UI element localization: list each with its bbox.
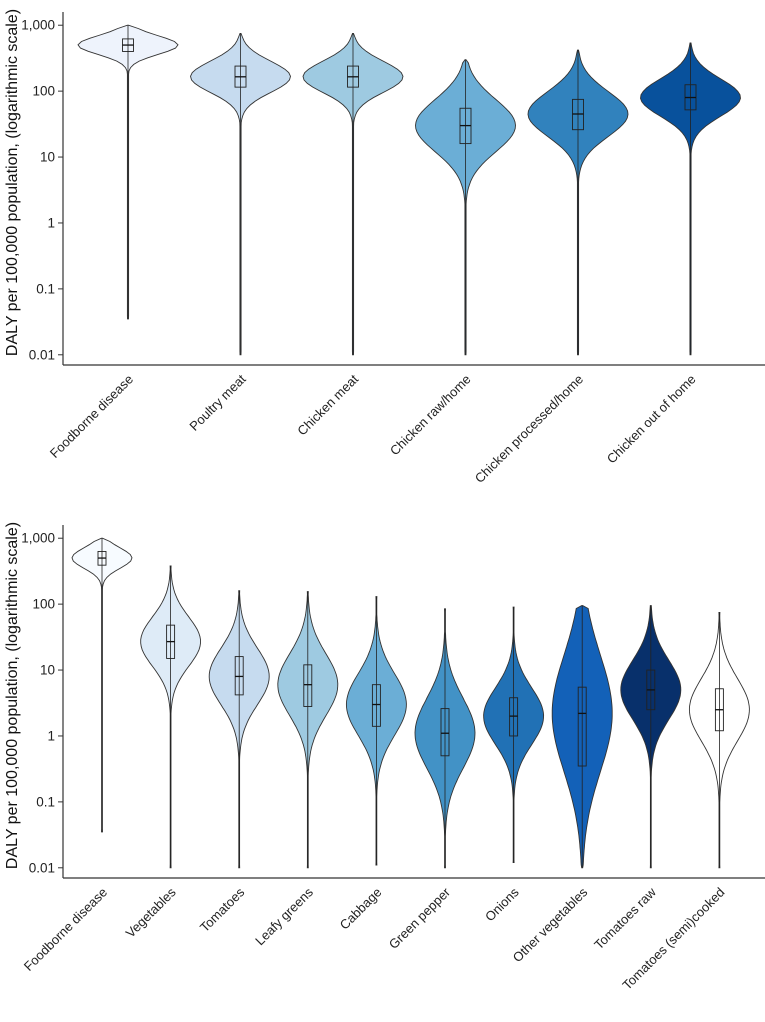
y-tick-label: 100 [32, 84, 55, 99]
category-label-chicken-processed-home: Chicken processed/home [472, 372, 586, 486]
category-label-chicken-out-of-home: Chicken out of home [604, 372, 699, 467]
category-label-tomatoes: Tomatoes [197, 884, 248, 935]
box-leafy-greens [303, 664, 313, 707]
category-label-green-pepper: Green pepper [386, 884, 454, 952]
category-label-cabbage: Cabbage [337, 885, 385, 933]
y-tick-label: 1 [47, 728, 55, 743]
y-tick-label: 10 [40, 150, 55, 165]
y-tick-label: 0.1 [36, 281, 55, 296]
category-label-leafy-greens: Leafy greens [252, 884, 316, 948]
category-label-tomatoes-raw: Tomatoes raw [591, 884, 659, 952]
category-label-chicken-raw-home: Chicken raw/home [387, 372, 474, 459]
category-label-chicken-meat: Chicken meat [294, 371, 361, 438]
box-cabbage [371, 684, 381, 727]
category-label-onions: Onions [482, 884, 522, 924]
y-tick-label: 1,000 [21, 18, 55, 33]
y-tick-label: 0.1 [36, 794, 55, 809]
y-tick-label: 1 [47, 215, 55, 230]
category-label-foodborne-disease: Foodborne disease [21, 885, 110, 974]
y-axis-title: DALY per 100,000 population, (logarithmi… [4, 9, 21, 356]
box-tomatoes [234, 656, 244, 696]
category-label-other-vegetables: Other vegetables [510, 884, 591, 965]
y-tick-label: 10 [40, 663, 55, 678]
box-onions [509, 697, 519, 737]
y-tick-label: 100 [32, 597, 55, 612]
y-axis-title: DALY per 100,000 population, (logarithmi… [4, 522, 21, 869]
y-tick-label: 0.01 [29, 860, 55, 875]
box-green-pepper [440, 708, 450, 757]
box-other-vegetables [577, 686, 587, 767]
y-tick-label: 0.01 [29, 347, 55, 362]
category-label-poultry-meat: Poultry meat [186, 371, 248, 433]
category-label-vegetables: Vegetables [123, 884, 179, 940]
category-label-foodborne-disease: Foodborne disease [47, 372, 136, 461]
y-tick-label: 1,000 [21, 531, 55, 546]
